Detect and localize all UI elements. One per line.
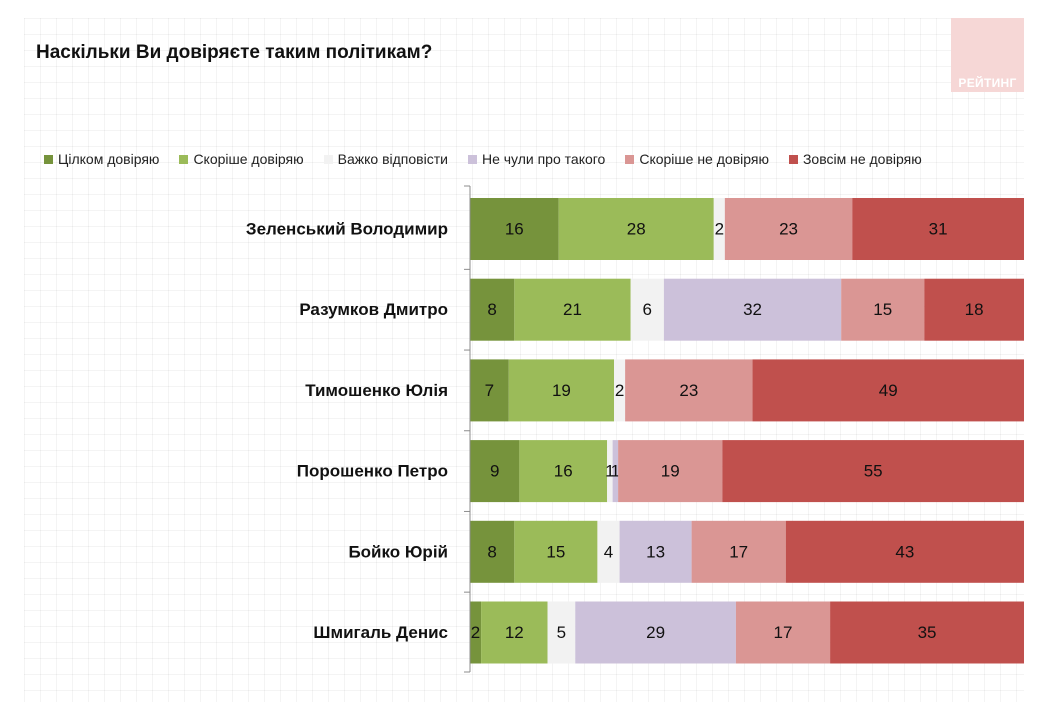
bar-segment: [630, 278, 664, 341]
data-label: 2: [471, 623, 480, 642]
bar-segment: [618, 440, 723, 503]
rating-logo-text: РЕЙТИНГ: [958, 76, 1017, 90]
data-label: 35: [918, 623, 937, 642]
bar-segment: [722, 440, 1024, 503]
bar-segment: [924, 278, 1024, 341]
data-label: 6: [643, 300, 652, 319]
bar-segment: [852, 198, 1024, 260]
data-label: 18: [965, 300, 984, 319]
legend-swatch: [44, 154, 53, 164]
data-label: 19: [552, 381, 571, 400]
chart-title: Наскільки Ви довіряєте таким політикам?: [36, 42, 433, 63]
data-label: 15: [546, 542, 565, 561]
data-label: 7: [485, 381, 494, 400]
data-label: 4: [604, 542, 613, 561]
category-label: Разумков Дмитро: [299, 300, 448, 319]
legend-item: Скоріше довіряю: [179, 151, 304, 167]
data-label: 8: [487, 542, 496, 561]
data-label: 32: [743, 300, 762, 319]
bar-segment: [830, 601, 1024, 664]
data-label: 16: [554, 462, 573, 481]
bar-segment: [470, 601, 482, 664]
bar-segment: [841, 278, 925, 341]
bar-segment: [514, 520, 598, 583]
data-label: 55: [864, 462, 883, 481]
data-label: 23: [779, 220, 798, 239]
bar-segment: [612, 440, 619, 503]
data-label: 5: [557, 623, 566, 642]
data-label: 12: [505, 623, 524, 642]
legend-swatch: [467, 154, 477, 164]
bar-segment: [470, 359, 509, 422]
data-label: 15: [873, 300, 892, 319]
category-label: Зеленський Володимир: [246, 220, 448, 239]
data-label: 43: [895, 542, 914, 561]
bar-segment: [663, 278, 842, 341]
data-label: 16: [505, 220, 524, 239]
bar-segment: [614, 359, 626, 422]
data-label: 13: [646, 542, 665, 561]
bar-segment: [519, 440, 608, 503]
bar-segment: [470, 440, 520, 503]
legend-label: Скоріше не довіряю: [639, 151, 769, 167]
legend-label: Не чули про такого: [481, 151, 606, 167]
bar-segment: [735, 601, 831, 664]
rating-logo: РЕЙТИНГ: [951, 18, 1024, 92]
bar-segment: [785, 520, 1024, 583]
legend-item: Не чули про такого: [467, 151, 606, 167]
bar-segment: [625, 359, 753, 422]
data-label: 19: [661, 462, 680, 481]
data-label: 2: [615, 381, 624, 400]
chart-legend: Цілком довіряю Скоріше довіряю Важко відпо…: [44, 150, 942, 168]
data-label: 17: [729, 542, 748, 561]
data-label: 1: [605, 462, 614, 481]
bar-segment: [724, 198, 853, 260]
legend-label: Важко відповісти: [337, 151, 448, 167]
legend-item: Цілком довіряю: [44, 151, 159, 167]
bar-segment: [481, 601, 548, 664]
data-label: 28: [627, 220, 646, 239]
category-label: Шмигаль Денис: [313, 623, 448, 642]
legend-item: Важко відповісти: [323, 151, 448, 167]
data-label: 8: [487, 300, 496, 319]
bar-segment: [607, 440, 613, 503]
data-label: 29: [646, 623, 665, 642]
bar-segment: [470, 520, 515, 583]
data-label: 2: [715, 220, 724, 239]
data-label: 31: [929, 220, 948, 239]
category-label: Тимошенко Юлія: [305, 381, 448, 400]
data-label: 17: [774, 623, 793, 642]
legend-swatch: [323, 154, 333, 164]
bar-segment: [547, 601, 576, 664]
bar-segment: [619, 520, 692, 583]
legend-label: Цілком довіряю: [58, 151, 160, 167]
legend-swatch: [788, 154, 798, 164]
bar-segment: [752, 359, 1024, 422]
bar-segment: [575, 601, 736, 664]
bar-segment: [713, 198, 725, 260]
category-label: Порошенко Петро: [297, 462, 448, 481]
bar-segment: [691, 520, 786, 583]
legend-swatch: [179, 154, 189, 164]
legend-item: Скоріше не довіряю: [625, 151, 769, 167]
bar-segment: [597, 520, 620, 583]
legend-item: Зовсім не довіряю: [788, 151, 922, 167]
data-label: 9: [490, 462, 499, 481]
bar-segment: [514, 278, 631, 341]
bar-segment: [470, 278, 515, 341]
category-label: Бойко Юрій: [348, 542, 448, 561]
bar-segment: [558, 198, 714, 260]
bar-segment: [508, 359, 615, 422]
legend-label: Зовсім не довіряю: [802, 151, 922, 167]
data-label: 49: [879, 381, 898, 400]
legend-swatch: [625, 154, 635, 164]
data-label: 21: [563, 300, 582, 319]
legend-label: Скоріше довіряю: [193, 151, 304, 167]
bar-segment: [470, 198, 559, 260]
data-label: 1: [611, 462, 620, 481]
data-label: 23: [679, 381, 698, 400]
